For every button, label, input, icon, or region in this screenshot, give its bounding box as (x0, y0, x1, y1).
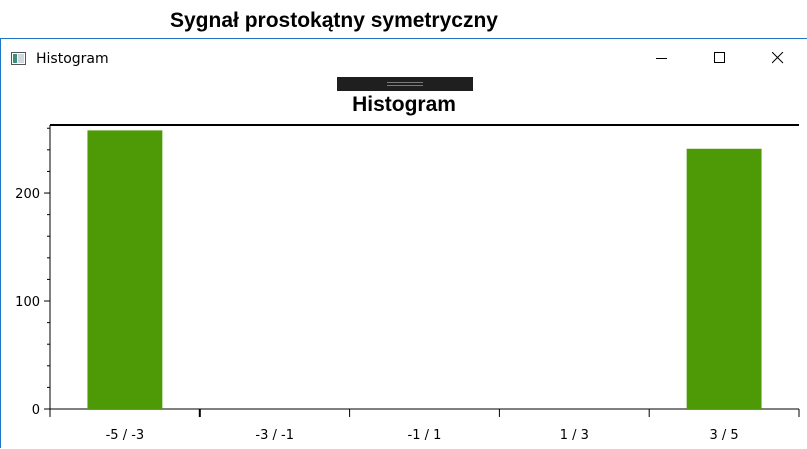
minimize-button[interactable] (639, 39, 685, 77)
x-tick-label: -1 / 1 (408, 428, 442, 443)
chart-title: Histogram (352, 93, 456, 116)
minimize-icon (656, 58, 667, 59)
x-tick-label: -5 / -3 (106, 428, 145, 443)
close-icon (772, 52, 784, 64)
close-button[interactable] (755, 39, 801, 77)
histogram-window: Histogram Histogram 0 100 200 -5 / -3 -3 / -… (0, 38, 807, 448)
x-tick-label: 1 / 3 (560, 428, 589, 443)
x-tick-label: -3 / -1 (255, 428, 294, 443)
window-title: Histogram (36, 51, 109, 67)
y-tick-label: 0 (32, 403, 40, 418)
grip-line (387, 82, 423, 83)
y-tick-label: 200 (15, 187, 40, 202)
maximize-icon (714, 52, 725, 63)
grip-line (387, 85, 423, 86)
maximize-button[interactable] (697, 39, 743, 77)
app-window-icon (11, 52, 26, 65)
drag-handle[interactable] (337, 77, 473, 91)
y-tick-label: 100 (15, 295, 40, 310)
background-heading: Sygnał prostokątny symetryczny (170, 9, 498, 32)
histogram-bar (686, 148, 762, 409)
x-tick-label: 3 / 5 (710, 428, 739, 443)
window-titlebar[interactable]: Histogram (1, 39, 807, 77)
histogram-chart: 0 100 200 -5 / -3 -3 / -1 -1 / 1 1 / 3 3 / 5 (15, 124, 800, 443)
histogram-bar (87, 130, 163, 409)
